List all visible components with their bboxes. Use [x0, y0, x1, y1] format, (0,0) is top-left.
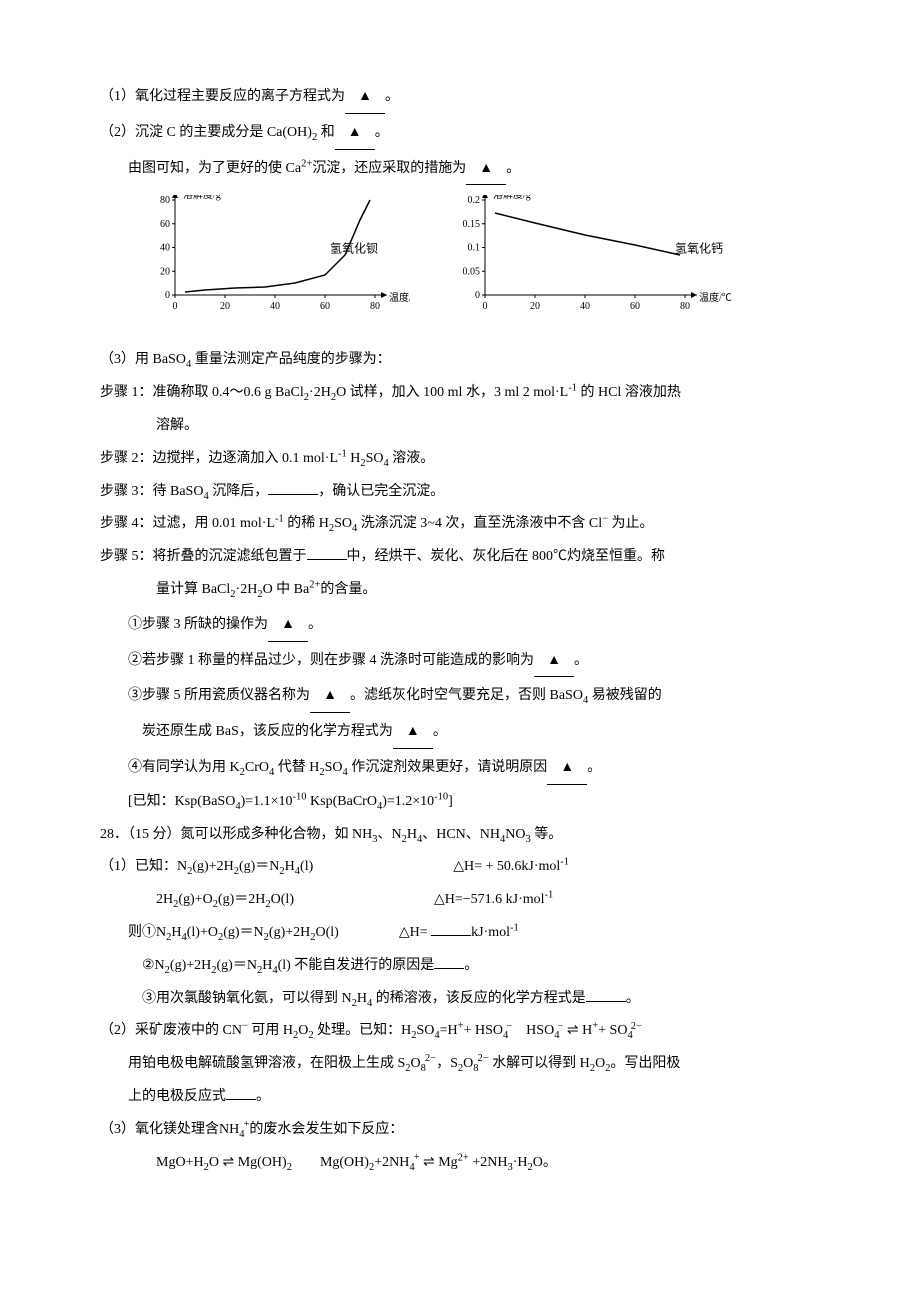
q28-p3: 则①N2H4(l)+O2(g)＝N2(g)+2H2O(l)△H= kJ·mol-…	[100, 918, 820, 949]
svg-text:温度/℃: 温度/℃	[699, 291, 732, 304]
q28-p5: ③用次氯酸钠氧化氨，可以得到 N2H4 的稀溶液，该反应的化学方程式是。	[100, 984, 820, 1015]
q2-line1: （2）沉淀 C 的主要成分是 Ca(OH)2 和▲。	[100, 116, 820, 150]
q28-p4-blank	[434, 968, 464, 969]
q3-sub1: ①步骤 3 所缺的操作为▲。	[100, 608, 820, 642]
q3-sub2-blank: ▲	[534, 644, 574, 678]
q2-blank2: ▲	[466, 152, 506, 186]
q3-header: （3）用 BaSO4 重量法测定产品纯度的步骤为：	[100, 345, 820, 376]
svg-text:20: 20	[160, 267, 170, 278]
q3-sub4-blank: ▲	[547, 751, 587, 785]
q28-p4: ②N2(g)+2H2(g)＝N2H4(l) 不能自发进行的原因是。	[100, 951, 820, 982]
q3-sub4: ④有同学认为用 K2CrO4 代替 H2SO4 作沉淀剂效果更好，请说明原因▲。	[100, 751, 820, 785]
svg-text:80: 80	[370, 301, 380, 312]
svg-text:0.2: 0.2	[468, 195, 481, 206]
q3-ksp: [已知：Ksp(BaSO4)=1.1×10-10 Ksp(BaCrO4)=1.2…	[100, 787, 820, 818]
svg-text:0: 0	[165, 290, 170, 301]
svg-text:0: 0	[475, 290, 480, 301]
q28-p8: （3）氧化镁处理含NH4+的废水会发生如下反应：	[100, 1115, 820, 1146]
q28-p1: （1）已知：N2(g)+2H2(g)＝N2H4(l)△H= + 50.6kJ·m…	[100, 852, 820, 883]
q3-sub2: ②若步骤 1 称量的样品过少，则在步骤 4 洗涤时可能造成的影响为▲。	[100, 644, 820, 678]
q3-sub3: ③步骤 5 所用瓷质仪器名称为▲。滤纸灰化时空气要充足，否则 BaSO4 易被残…	[100, 679, 820, 713]
q3-sub3b: 炭还原生成 BaS，该反应的化学方程式为▲。	[100, 715, 820, 749]
svg-text:20: 20	[530, 301, 540, 312]
charts-row: 0 20 40 60 80 0 20 40 60 80 溶解度/g 温度/℃ 氢氧化钡 0 0.05 0.1…	[140, 195, 820, 325]
svg-text:60: 60	[160, 219, 170, 230]
chart1-svg: 0 20 40 60 80 0 20 40 60 80 溶解度/g 温度/℃ 氢氧化钡	[140, 195, 410, 325]
q1-tail: 。	[385, 89, 399, 104]
svg-text:40: 40	[160, 243, 170, 254]
svg-text:80: 80	[160, 195, 170, 206]
q1-line: （1）氧化过程主要反应的离子方程式为▲。	[100, 80, 820, 114]
svg-text:0: 0	[173, 301, 178, 312]
svg-text:溶解度/g: 溶解度/g	[183, 195, 221, 201]
svg-text:20: 20	[220, 301, 230, 312]
q28-p9: MgO+H2O ⇌ Mg(OH)2 Mg(OH)2+2NH4+ ⇌ Mg2+ +…	[100, 1148, 820, 1179]
q2-line2: 由图可知，为了更好的使 Ca2+沉淀，还应采取的措施为▲。	[100, 152, 820, 186]
chart-caoh2: 0 0.05 0.1 0.15 0.2 0 20 40 60 80 溶解度/g 温度/℃ 氢氧化钙	[450, 195, 750, 325]
q3-step3-blank	[268, 494, 318, 495]
svg-text:溶解度/g: 溶解度/g	[493, 195, 531, 201]
chart2-svg: 0 0.05 0.1 0.15 0.2 0 20 40 60 80 溶解度/g 温度/℃ 氢氧化钙	[450, 195, 750, 325]
q3-step4: 步骤 4：过滤，用 0.01 mol·L-1 的稀 H2SO4 洗涤沉淀 3~4…	[100, 509, 820, 540]
q3-step3: 步骤 3：待 BaSO4 沉降后，，确认已完全沉淀。	[100, 477, 820, 508]
q28-p6: （2）采矿废液中的 CN− 可用 H2O2 处理。已知：H2SO4=H++ HS…	[100, 1016, 820, 1047]
q3-sub1-blank: ▲	[268, 608, 308, 642]
svg-text:60: 60	[630, 301, 640, 312]
q28-p2: 2H2(g)+O2(g)＝2H2O(l)△H=−571.6 kJ·mol-1	[100, 885, 820, 916]
q3-step5-blank	[307, 559, 347, 560]
svg-text:0.05: 0.05	[463, 267, 481, 278]
q28-p7: 用铂电极电解硫酸氢钾溶液，在阳极上生成 S2O82−，S2O82− 水解可以得到…	[100, 1049, 820, 1080]
svg-text:0: 0	[483, 301, 488, 312]
q3-step5b: 量计算 BaCl2·2H2O 中 Ba2+的含量。	[100, 575, 820, 606]
q28-header: 28．（15 分）氮可以形成多种化合物，如 NH3、N2H4、HCN、NH4NO…	[100, 820, 820, 851]
q1-text: （1）氧化过程主要反应的离子方程式为	[100, 89, 345, 104]
svg-text:氢氧化钡: 氢氧化钡	[330, 241, 378, 256]
q28-p5-blank	[586, 1001, 626, 1002]
svg-text:氢氧化钙: 氢氧化钙	[675, 241, 723, 256]
q3-sub3-blank2: ▲	[393, 715, 433, 749]
svg-text:0.1: 0.1	[468, 243, 481, 254]
q3-step2: 步骤 2：边搅拌，边逐滴加入 0.1 mol·L-1 H2SO4 溶液。	[100, 444, 820, 475]
svg-text:0.15: 0.15	[463, 219, 481, 230]
q1-blank: ▲	[345, 80, 385, 114]
svg-text:40: 40	[580, 301, 590, 312]
q28-p3-blank	[431, 935, 471, 936]
q28-p7b: 上的电极反应式。	[100, 1082, 820, 1113]
q3-step1: 步骤 1：准确称取 0.4～0.6 g BaCl2·2H2O 试样，加入 100…	[100, 378, 820, 409]
svg-text:40: 40	[270, 301, 280, 312]
q2-blank1: ▲	[335, 116, 375, 150]
svg-text:60: 60	[320, 301, 330, 312]
svg-text:温度/℃: 温度/℃	[389, 291, 410, 304]
svg-text:80: 80	[680, 301, 690, 312]
q28-p7-blank	[226, 1099, 256, 1100]
chart-baoh2: 0 20 40 60 80 0 20 40 60 80 溶解度/g 温度/℃ 氢氧化钡	[140, 195, 410, 325]
q3-step5: 步骤 5：将折叠的沉淀滤纸包置于中，经烘干、炭化、灰化后在 800℃灼烧至恒重。…	[100, 542, 820, 573]
q3-step1b: 溶解。	[100, 411, 820, 442]
q3-sub3-blank1: ▲	[310, 679, 350, 713]
